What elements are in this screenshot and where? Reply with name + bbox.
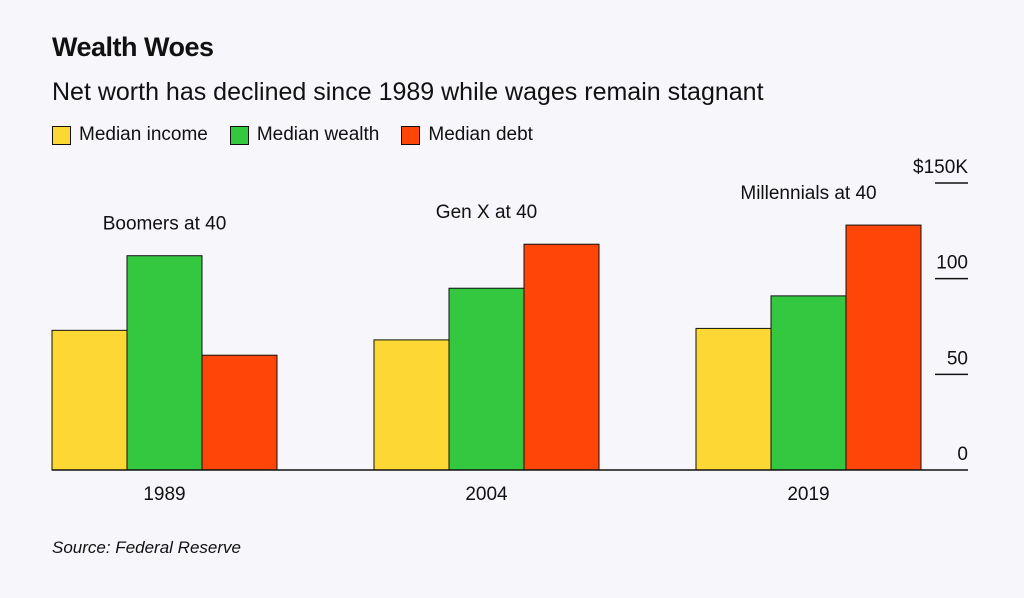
bar-median-debt-2004 [523,243,600,471]
bar-median-income-1989 [51,329,128,471]
bar-median-wealth-2019 [770,295,847,471]
source-note: Source: Federal Reserve [52,538,241,557]
bar-median-debt-2019 [845,224,922,471]
legend: Median income Median wealth Median debt [52,124,533,146]
chart-title: Wealth Woes [52,32,214,62]
legend-swatch-income [52,125,71,145]
group-label: Gen X at 40 [436,202,537,223]
legend-item-wealth: Median wealth [229,124,380,146]
y-tick-label: $150K [913,157,968,178]
y-tick-label: 100 [936,253,968,274]
x-tick-label: 2019 [787,484,829,505]
legend-item-debt: Median debt [401,124,533,146]
legend-label-income: Median income [79,124,208,145]
legend-label-wealth: Median wealth [256,124,380,145]
x-tick-label: 1989 [143,484,185,505]
legend-item-income: Median income [52,124,208,146]
group-label: Millennials at 40 [740,183,876,204]
chart-subtitle: Net worth has declined since 1989 while … [52,78,764,106]
x-tick-label: 2004 [465,484,508,505]
legend-swatch-wealth [229,125,249,145]
y-tick-label: 50 [947,348,968,369]
legend-label-debt: Median debt [428,124,533,145]
bar-median-income-2019 [695,327,772,471]
bar-median-debt-1989 [201,354,278,471]
legend-swatch-debt [401,125,421,145]
bar-median-wealth-1989 [126,255,203,471]
bar-median-income-2004 [373,339,450,471]
bar-median-wealth-2004 [448,287,525,471]
y-tick-label: 0 [957,444,968,465]
group-label: Boomers at 40 [103,214,227,235]
